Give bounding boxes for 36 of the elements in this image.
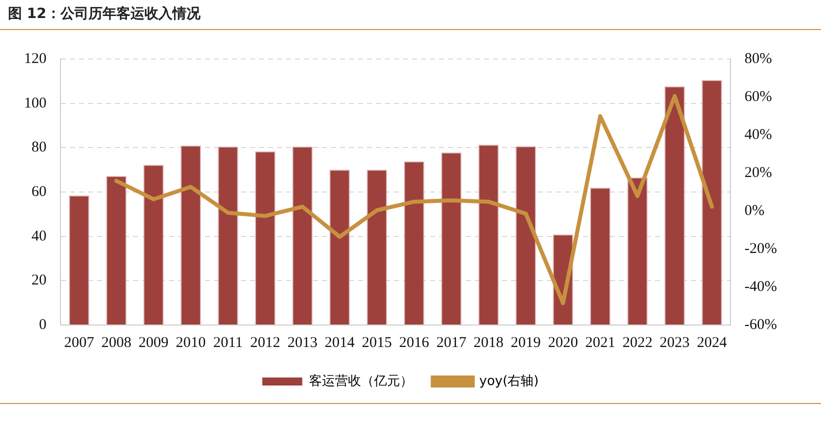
y-tick-label: 120 xyxy=(24,50,46,67)
legend-label: 客运营收（亿元） xyxy=(308,372,413,389)
x-tick-label: 2024 xyxy=(696,334,728,351)
y2-tick-label: 20% xyxy=(744,164,772,181)
x-tick-label: 2018 xyxy=(474,334,504,351)
x-tick-label: 2007 xyxy=(64,334,95,351)
x-tick-label: 2012 xyxy=(250,334,280,351)
x-tick-label: 2014 xyxy=(324,334,356,351)
x-tick-label: 2022 xyxy=(622,334,652,351)
x-tick-label: 2015 xyxy=(362,334,392,351)
x-tick-label: 2016 xyxy=(399,334,430,351)
x-tick-label: 2013 xyxy=(287,334,318,351)
y-tick-label: 100 xyxy=(24,95,46,112)
x-tick-label: 2017 xyxy=(436,334,467,351)
x-tick-label: 2008 xyxy=(101,334,132,351)
x-tick-label: 2023 xyxy=(660,334,690,351)
y2-tick-label: 0% xyxy=(744,202,765,219)
y-tick-label: 60 xyxy=(32,184,46,200)
x-tick-label: 2010 xyxy=(176,334,206,351)
y-tick-label: 20 xyxy=(32,272,46,289)
chart-title: 图 12：公司历年客运收入情况 xyxy=(8,5,200,23)
y-tick-label: 80 xyxy=(32,140,46,156)
y2-tick-label: 40% xyxy=(744,126,772,143)
y2-tick-label: 60% xyxy=(744,88,772,105)
x-tick-label: 2019 xyxy=(510,334,541,351)
x-tick-label: 2021 xyxy=(585,334,616,351)
y-tick-label: 40 xyxy=(32,228,46,244)
x-tick-label: 2009 xyxy=(138,334,169,351)
y2-tick-label: -20% xyxy=(744,240,778,257)
y2-tick-label: 80% xyxy=(744,50,772,67)
y2-tick-label: -60% xyxy=(744,316,778,333)
x-tick-label: 2020 xyxy=(548,334,578,351)
y2-tick-label: -40% xyxy=(744,278,778,295)
x-tick-label: 2011 xyxy=(213,334,243,351)
y-tick-label: 0 xyxy=(39,316,46,333)
legend-label: yoy(右轴) xyxy=(479,374,539,389)
